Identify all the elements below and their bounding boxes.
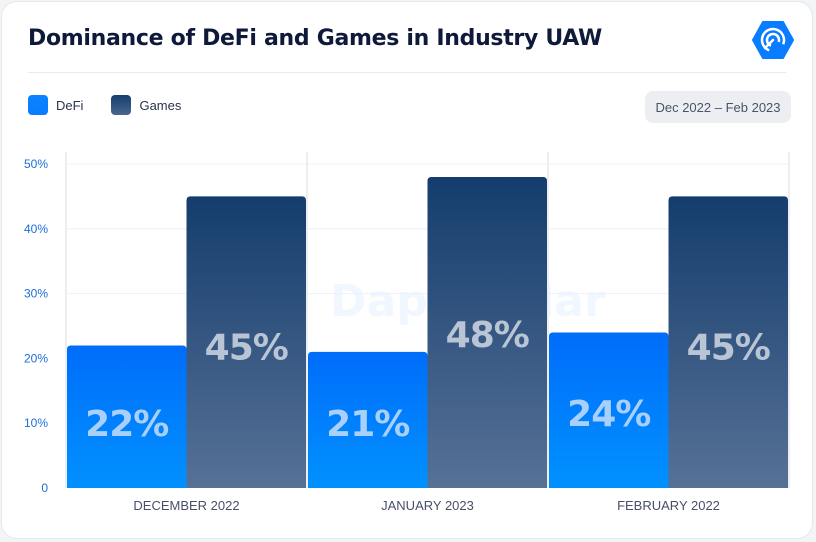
x-tick-label: FEBRUARY 2022 — [617, 498, 720, 513]
y-tick-label: 0 — [41, 481, 48, 495]
bar-games-1 — [427, 176, 547, 488]
chart-title: Dominance of DeFi and Games in Industry … — [28, 26, 602, 51]
bar-label-defi: 24% — [567, 394, 650, 435]
bar-label-defi: 21% — [326, 404, 409, 445]
bar-defi-0 — [67, 345, 187, 488]
legend-swatch-defi — [28, 95, 48, 115]
bar-label-games: 45% — [687, 327, 770, 368]
y-tick-label: 40% — [24, 222, 48, 236]
bar-label-defi: 22% — [85, 404, 168, 445]
bar-defi-2 — [549, 332, 669, 488]
bar-games-2 — [668, 196, 788, 488]
legend-item-games[interactable]: Games — [111, 95, 181, 115]
legend-item-defi[interactable]: DeFi — [28, 95, 83, 115]
x-tick-label: JANUARY 2023 — [381, 498, 474, 513]
legend: DeFi Games — [28, 95, 209, 115]
y-tick-label: 20% — [24, 351, 48, 365]
bar-games-0 — [186, 196, 306, 488]
y-tick-label: 30% — [24, 287, 48, 301]
legend-swatch-games — [111, 95, 132, 115]
y-tick-label: 50% — [24, 157, 48, 171]
x-tick-label: DECEMBER 2022 — [133, 498, 239, 513]
legend-label-defi: DeFi — [56, 97, 84, 113]
legend-label-games: Games — [139, 97, 182, 113]
date-range-badge[interactable]: Dec 2022 – Feb 2023 — [645, 91, 791, 123]
bar-chart: DappRadar 22%45%21%48%24%45% 010%20%30%4… — [24, 152, 790, 513]
dappradar-logo-icon — [752, 20, 794, 60]
header-divider — [28, 72, 786, 73]
bar-label-games: 45% — [205, 327, 288, 368]
y-tick-label: 10% — [24, 416, 48, 430]
bar-defi-1 — [308, 351, 428, 488]
bar-label-games: 48% — [446, 315, 529, 356]
